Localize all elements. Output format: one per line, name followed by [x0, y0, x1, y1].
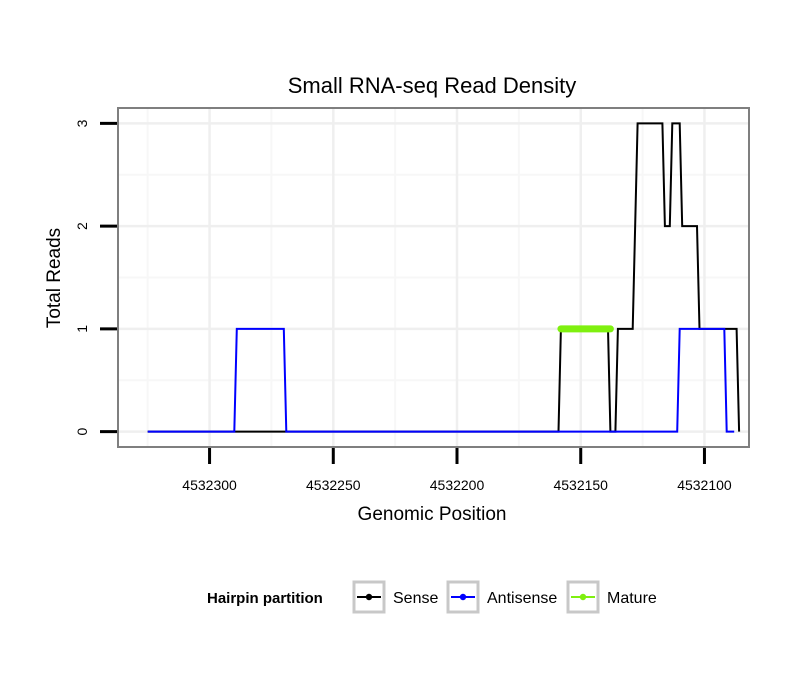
- legend-key-dot-mature: [579, 593, 587, 601]
- legend-label-antisense: Antisense: [487, 590, 557, 607]
- y-tick-label: 1: [74, 325, 90, 333]
- y-axis: 0 1 2 3: [74, 119, 117, 435]
- legend-key-dot-sense: [365, 593, 373, 601]
- x-axis-label: Genomic Position: [358, 504, 507, 525]
- series-layer: [147, 122, 741, 433]
- legend-key-dot-antisense: [459, 593, 467, 601]
- x-axis: 4532300 4532250 4532200 4532150 4532100: [182, 448, 732, 493]
- chart-title: Small RNA-seq Read Density: [288, 73, 577, 98]
- legend-label-sense: Sense: [393, 590, 438, 607]
- y-tick-label: 0: [74, 427, 90, 435]
- x-tick-label: 4532300: [182, 477, 237, 493]
- x-tick-label: 4532200: [430, 477, 485, 493]
- x-tick-label: 4532150: [553, 477, 608, 493]
- y-tick-label: 2: [74, 222, 90, 230]
- legend: Hairpin partition Sense Antisense Mature: [207, 580, 657, 614]
- x-tick-label: 4532250: [306, 477, 361, 493]
- legend-title: Hairpin partition: [207, 590, 323, 607]
- series-line-antisense: [147, 327, 735, 433]
- legend-label-mature: Mature: [607, 590, 657, 607]
- y-tick-label: 3: [74, 119, 90, 127]
- grid-minor: [119, 109, 748, 446]
- y-axis-label: Total Reads: [44, 228, 65, 328]
- x-tick-label: 4532100: [677, 477, 732, 493]
